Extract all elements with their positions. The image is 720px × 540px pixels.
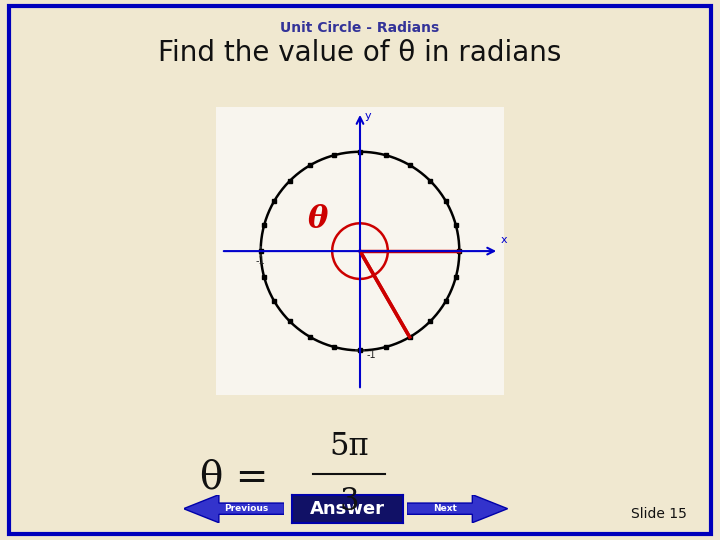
Text: y: y [365, 111, 372, 121]
Text: x: x [501, 235, 508, 245]
Polygon shape [407, 495, 508, 523]
Text: Unit Circle - Radians: Unit Circle - Radians [280, 21, 440, 35]
Polygon shape [184, 495, 284, 523]
Text: -1: -1 [367, 350, 377, 360]
Text: 5π: 5π [329, 431, 369, 462]
Text: Next: Next [433, 504, 457, 513]
Text: θ =: θ = [200, 460, 268, 496]
Text: -1: -1 [256, 256, 266, 266]
Text: θ: θ [308, 204, 328, 235]
Text: Find the value of θ in radians: Find the value of θ in radians [158, 39, 562, 67]
Text: Answer: Answer [310, 500, 385, 518]
Text: Slide 15: Slide 15 [631, 507, 687, 521]
Text: Previous: Previous [224, 504, 269, 513]
Text: 3: 3 [339, 486, 359, 517]
